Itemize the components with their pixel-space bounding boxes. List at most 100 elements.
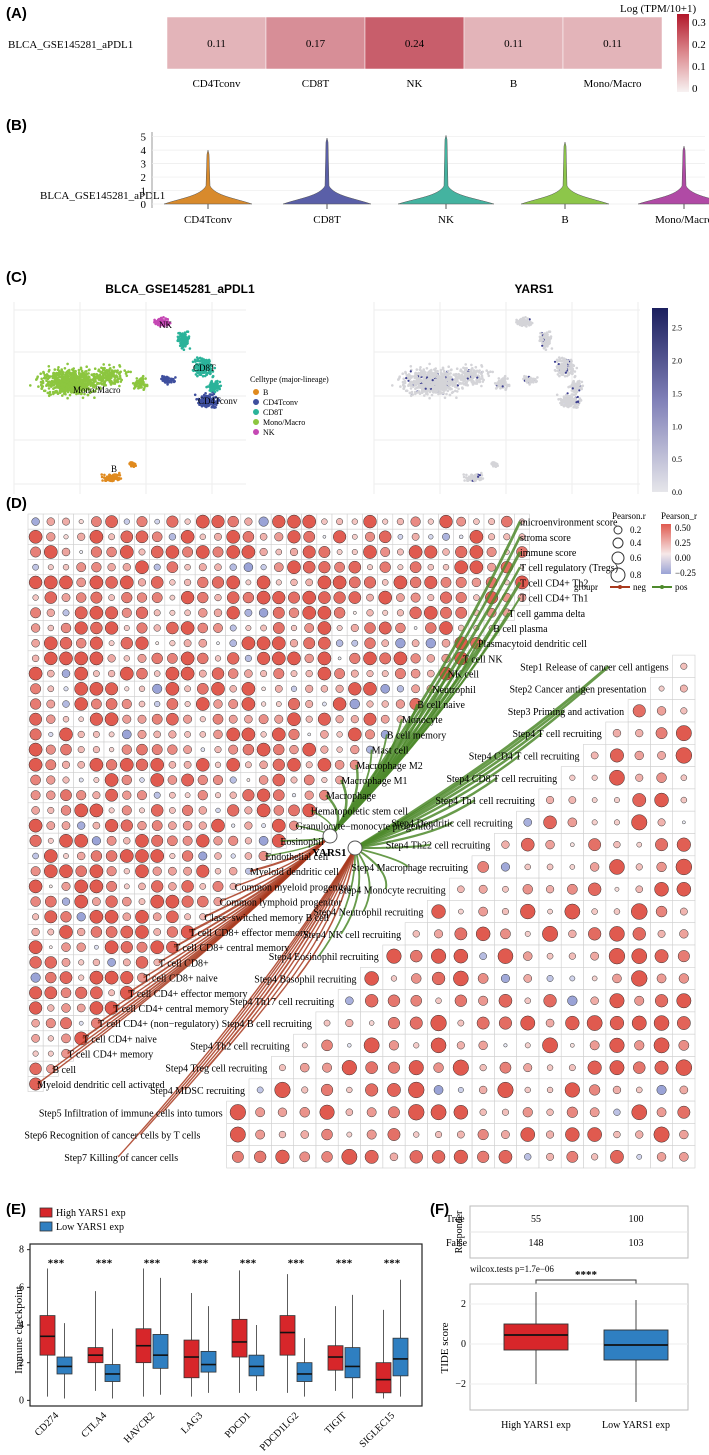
corr-matrix-circle (199, 883, 207, 890)
corr-matrix-circle (59, 971, 73, 984)
umap-expr-point (414, 371, 418, 375)
corr-matrix-circle (350, 669, 359, 678)
corr-matrix-circle (243, 562, 254, 572)
umap-expr-point (405, 389, 409, 393)
umap-cell-point (118, 372, 121, 376)
umap-cell-point (218, 380, 222, 384)
umap-cell-point (65, 378, 68, 381)
umap-expr-point (442, 375, 446, 379)
corr-matrix-circle (184, 913, 192, 921)
umap-expr-point-high (578, 389, 581, 392)
umap-expr-point (431, 372, 434, 375)
heatmap-cell-value: 0.11 (603, 38, 622, 50)
corr-matrix-circle (244, 654, 252, 662)
corr-matrix-circle (30, 972, 41, 983)
corr-matrix-circle (151, 880, 164, 893)
corr-matrix-circle (135, 864, 149, 879)
umap-cell-point (204, 392, 207, 395)
umap-cell-point (193, 393, 197, 397)
corr-matrix-circle (230, 853, 236, 859)
corr-matrix-circle (229, 776, 237, 784)
umap-expr-point (487, 374, 491, 378)
corr-matrix-circle (259, 760, 268, 770)
umap-cell-point (212, 386, 215, 390)
umap-cell-point (81, 383, 85, 386)
violin-y-tick: 3 (141, 159, 147, 171)
corr-matrix-circle (212, 546, 224, 558)
corr-matrix-circle (136, 592, 148, 603)
corr-matrix-circle (256, 742, 271, 757)
corr-matrix-circle (363, 545, 377, 559)
corr-matrix-circle (122, 958, 131, 967)
umap-cell-point (201, 357, 204, 361)
corr-matrix-circle (317, 757, 332, 772)
umap-expr-point (559, 359, 562, 363)
corr-matrix-circle (123, 883, 130, 890)
umap-expr-point (428, 390, 432, 394)
umap-expr-point (428, 396, 431, 400)
umap-expr-point (569, 400, 573, 404)
corr-matrix-circle (104, 621, 119, 635)
corr-matrix-circle (104, 773, 119, 787)
corr-matrix-circle (47, 837, 54, 844)
corr-matrix-circle (441, 638, 451, 648)
umap-expr-point (465, 473, 468, 477)
corr-matrix-circle (396, 593, 405, 602)
corr-matrix-circle (31, 927, 40, 937)
umap-expr-point (457, 372, 461, 376)
umap-expr-point (464, 363, 468, 366)
corr-matrix-circle (74, 894, 89, 909)
corr-matrix-circle (336, 549, 343, 555)
pathway-matrix-circle (613, 819, 620, 826)
corr-matrix-circle (47, 564, 54, 571)
umap-cell-point (86, 388, 90, 391)
umap-cell-point (88, 375, 91, 379)
umap-expr-point (474, 478, 477, 481)
corr-matrix-circle (61, 942, 71, 952)
corr-matrix-circle (348, 682, 362, 696)
corr-matrix-circle (46, 775, 56, 785)
corr-matrix-circle (138, 898, 146, 905)
corr-matrix-circle (61, 881, 71, 891)
umap-expr-point (575, 406, 579, 409)
umap-cell-point (142, 388, 145, 392)
umap-cell-point (85, 365, 88, 369)
corr-matrix-circle (257, 651, 271, 665)
umap-expr-point (480, 384, 483, 388)
corr-matrix-circle (380, 684, 390, 694)
umap-cell-point (62, 392, 66, 395)
umap-cell-point (80, 375, 84, 379)
corr-matrix-circle (91, 836, 101, 846)
umap-cell-point (92, 384, 95, 388)
umap-cell-point (45, 384, 48, 388)
umap-cell-point (201, 374, 205, 378)
umap-expr-point-high (405, 377, 408, 380)
corr-matrix-circle (61, 1033, 71, 1044)
corr-matrix-circle (335, 639, 344, 647)
corr-matrix-circle (153, 624, 161, 632)
umap-cell-point (108, 371, 111, 375)
corr-matrix-circle (77, 927, 86, 937)
umap-cell-point (57, 385, 61, 388)
corr-matrix-circle (226, 591, 240, 604)
corr-matrix-circle (214, 746, 222, 754)
corr-matrix-circle (136, 743, 148, 756)
corr-matrix-circle (290, 776, 298, 784)
corr-matrix-circle (168, 730, 177, 739)
umap-expr-point (500, 378, 504, 381)
celltype-legend-title: Celltype (major-lineage) (250, 375, 329, 384)
corr-matrix-circle (211, 681, 225, 696)
corr-matrix-circle (350, 623, 359, 633)
umap-expr-point (478, 371, 481, 374)
umap-cell-point (194, 373, 198, 376)
corr-matrix-circle (244, 852, 253, 860)
corr-matrix-circle (241, 681, 256, 696)
umap-expr-point (429, 385, 432, 389)
corr-matrix-circle (211, 576, 225, 589)
umap-expr-point (428, 362, 431, 366)
umap-expr-point (433, 368, 437, 372)
panel-label-b: (B) (6, 117, 27, 134)
corr-matrix-circle (63, 686, 69, 692)
corr-matrix-circle (169, 594, 176, 601)
corr-matrix-circle (195, 514, 210, 529)
